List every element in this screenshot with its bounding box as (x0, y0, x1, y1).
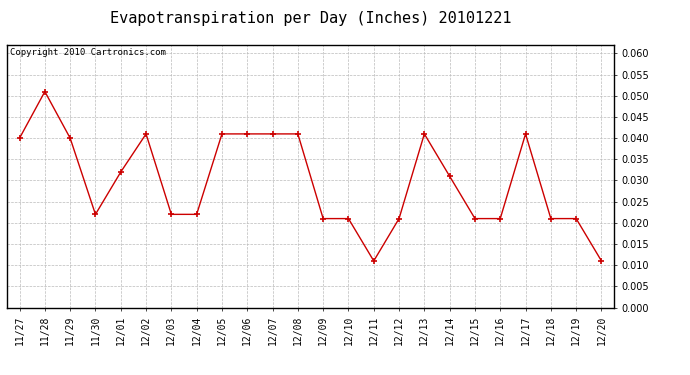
Text: Evapotranspiration per Day (Inches) 20101221: Evapotranspiration per Day (Inches) 2010… (110, 11, 511, 26)
Text: Copyright 2010 Cartronics.com: Copyright 2010 Cartronics.com (10, 48, 166, 57)
